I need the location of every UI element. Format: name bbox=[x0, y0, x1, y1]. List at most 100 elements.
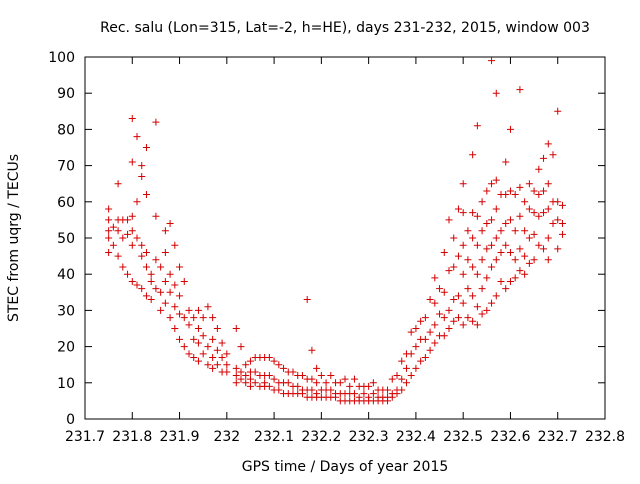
y-tick-label: 90 bbox=[57, 86, 75, 102]
data-point bbox=[525, 259, 533, 267]
data-point bbox=[185, 306, 193, 314]
data-point bbox=[308, 386, 316, 394]
data-point bbox=[549, 220, 557, 228]
data-point bbox=[440, 332, 448, 340]
y-axis-label: STEC from uqrg / TECUs bbox=[6, 154, 22, 322]
data-point bbox=[327, 372, 335, 380]
data-point bbox=[540, 245, 548, 253]
data-point bbox=[270, 375, 278, 383]
data-point bbox=[180, 277, 188, 285]
data-point bbox=[105, 248, 113, 256]
data-point bbox=[171, 241, 179, 249]
data-point bbox=[232, 325, 240, 332]
data-point bbox=[242, 361, 250, 369]
data-point bbox=[166, 314, 174, 322]
data-point bbox=[341, 375, 349, 383]
data-point bbox=[350, 390, 358, 398]
data-point bbox=[459, 270, 467, 278]
chart-title: Rec. salu (Lon=315, Lat=-2, h=HE), days … bbox=[100, 20, 590, 36]
data-point bbox=[199, 332, 207, 340]
axis-ticks: 231.7 231.8 231.9 232 232.1 232.2 232.3 232.4 23… bbox=[48, 50, 625, 445]
data-point bbox=[511, 274, 519, 282]
data-point bbox=[246, 382, 254, 390]
data-point bbox=[459, 299, 467, 307]
x-tick-label: 232.6 bbox=[490, 429, 530, 445]
data-point bbox=[105, 227, 113, 235]
data-point bbox=[232, 372, 240, 380]
data-point bbox=[114, 227, 122, 235]
data-point bbox=[478, 227, 486, 235]
data-point bbox=[502, 191, 510, 199]
data-point bbox=[350, 375, 358, 383]
data-point bbox=[128, 227, 136, 235]
data-point bbox=[488, 216, 496, 224]
data-point bbox=[232, 379, 240, 387]
data-point bbox=[275, 361, 283, 369]
data-point bbox=[497, 277, 505, 285]
data-point bbox=[421, 314, 429, 322]
data-point bbox=[237, 368, 245, 376]
data-point bbox=[147, 270, 155, 278]
data-point bbox=[469, 263, 477, 271]
data-point bbox=[171, 281, 179, 289]
y-tick-label: 0 bbox=[66, 412, 75, 428]
data-point bbox=[242, 379, 250, 387]
data-point bbox=[265, 382, 273, 390]
data-point bbox=[511, 227, 519, 235]
data-point bbox=[218, 339, 226, 347]
y-tick-label: 80 bbox=[57, 122, 75, 138]
data-point bbox=[516, 183, 524, 191]
data-point bbox=[511, 191, 519, 199]
data-point bbox=[492, 234, 500, 242]
data-point bbox=[393, 372, 401, 380]
data-point bbox=[294, 382, 302, 390]
data-point bbox=[483, 245, 491, 253]
data-point bbox=[469, 209, 477, 217]
data-point bbox=[558, 230, 566, 238]
data-point bbox=[209, 314, 217, 322]
data-point bbox=[488, 263, 496, 271]
data-point bbox=[393, 390, 401, 398]
data-point bbox=[540, 209, 548, 217]
data-point bbox=[199, 314, 207, 322]
data-point bbox=[128, 115, 136, 123]
data-point bbox=[180, 314, 188, 322]
data-point bbox=[114, 180, 122, 188]
data-point bbox=[492, 256, 500, 264]
data-point bbox=[157, 306, 165, 314]
data-point bbox=[388, 375, 396, 383]
data-point bbox=[109, 241, 117, 249]
data-point bbox=[516, 86, 524, 94]
data-point bbox=[417, 317, 425, 325]
data-point bbox=[124, 270, 132, 278]
data-point bbox=[265, 372, 273, 380]
data-point bbox=[176, 335, 184, 343]
data-point bbox=[525, 180, 533, 188]
data-point bbox=[332, 393, 340, 401]
data-point bbox=[473, 241, 481, 249]
data-point bbox=[549, 151, 557, 159]
data-point bbox=[171, 303, 179, 311]
data-point bbox=[492, 292, 500, 300]
data-point bbox=[473, 122, 481, 130]
data-point bbox=[431, 339, 439, 347]
data-point bbox=[478, 198, 486, 206]
data-point bbox=[265, 353, 273, 361]
data-point bbox=[388, 393, 396, 401]
data-point bbox=[161, 227, 169, 235]
data-point bbox=[554, 245, 562, 253]
data-point bbox=[440, 314, 448, 322]
data-point bbox=[185, 321, 193, 329]
data-point bbox=[161, 277, 169, 285]
x-tick-label: 232.7 bbox=[538, 429, 578, 445]
data-point bbox=[506, 248, 514, 256]
data-point bbox=[147, 277, 155, 285]
data-point bbox=[298, 372, 306, 380]
data-point bbox=[209, 364, 217, 372]
data-point bbox=[530, 209, 538, 217]
data-point bbox=[308, 375, 316, 383]
data-point bbox=[171, 325, 179, 332]
data-point bbox=[194, 306, 202, 314]
